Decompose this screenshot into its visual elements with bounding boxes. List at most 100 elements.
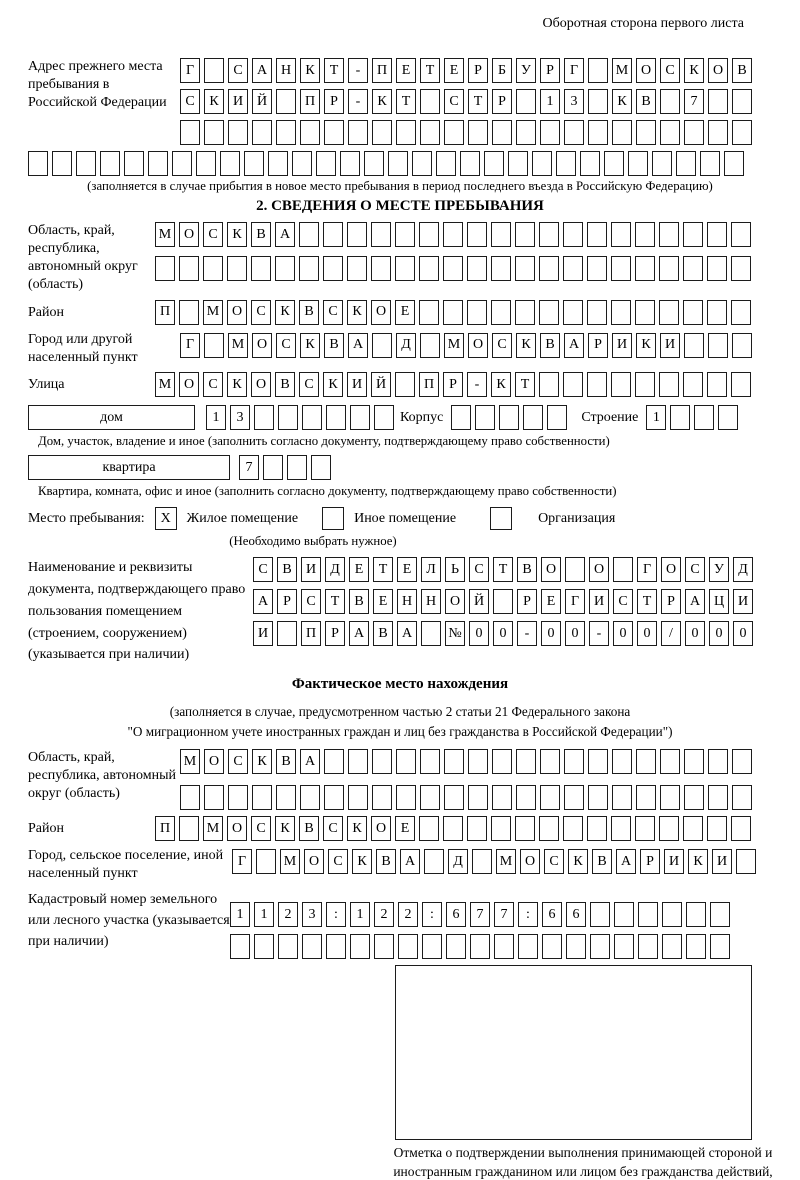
char-cell[interactable]: О bbox=[179, 372, 199, 398]
char-cell[interactable]: Д bbox=[325, 557, 345, 583]
char-cell[interactable] bbox=[492, 749, 512, 775]
char-cell[interactable]: Р bbox=[277, 589, 297, 615]
char-cell[interactable] bbox=[515, 299, 535, 325]
char-cell[interactable]: - bbox=[348, 89, 368, 114]
char-cell[interactable]: 0 bbox=[709, 621, 729, 647]
char-cell[interactable] bbox=[659, 816, 679, 842]
char-cell[interactable]: О bbox=[589, 557, 609, 583]
char-cell[interactable]: П bbox=[419, 372, 439, 398]
char-cell[interactable] bbox=[311, 455, 331, 481]
char-cell[interactable] bbox=[287, 455, 307, 481]
char-cell[interactable] bbox=[652, 151, 672, 176]
char-cell[interactable] bbox=[611, 372, 631, 398]
char-cell[interactable] bbox=[515, 222, 535, 247]
char-cell[interactable]: Е bbox=[395, 299, 415, 325]
char-cell[interactable] bbox=[252, 120, 272, 145]
char-cell[interactable]: - bbox=[348, 58, 368, 83]
char-cell[interactable]: 6 bbox=[446, 902, 466, 928]
char-cell[interactable]: К bbox=[352, 849, 372, 875]
char-cell[interactable]: О bbox=[636, 58, 656, 83]
char-cell[interactable] bbox=[563, 816, 583, 842]
char-cell[interactable]: С bbox=[180, 89, 200, 114]
char-cell[interactable] bbox=[587, 222, 607, 247]
char-cell[interactable] bbox=[670, 405, 691, 431]
char-cell[interactable] bbox=[710, 934, 730, 960]
char-cell[interactable] bbox=[467, 256, 487, 281]
char-cell[interactable] bbox=[635, 299, 655, 325]
char-cell[interactable] bbox=[614, 902, 634, 928]
char-cell[interactable]: 6 bbox=[566, 902, 586, 928]
char-cell[interactable] bbox=[323, 222, 343, 247]
char-cell[interactable] bbox=[499, 405, 520, 431]
char-cell[interactable]: 2 bbox=[374, 902, 394, 928]
char-cell[interactable] bbox=[254, 934, 274, 960]
char-cell[interactable] bbox=[491, 816, 511, 842]
char-cell[interactable]: 3 bbox=[564, 89, 584, 114]
char-cell[interactable] bbox=[731, 222, 751, 247]
char-cell[interactable] bbox=[684, 120, 704, 145]
char-cell[interactable] bbox=[683, 299, 703, 325]
char-cell[interactable]: : bbox=[518, 902, 538, 928]
char-cell[interactable]: В bbox=[349, 589, 369, 615]
char-cell[interactable]: Д bbox=[733, 557, 753, 583]
char-cell[interactable]: И bbox=[347, 372, 367, 398]
char-cell[interactable]: 0 bbox=[493, 621, 513, 647]
char-cell[interactable]: С bbox=[444, 89, 464, 114]
char-cell[interactable] bbox=[396, 749, 416, 775]
char-cell[interactable] bbox=[203, 256, 223, 281]
char-cell[interactable] bbox=[467, 816, 487, 842]
char-cell[interactable] bbox=[563, 299, 583, 325]
char-cell[interactable] bbox=[718, 405, 739, 431]
char-cell[interactable]: Р bbox=[661, 589, 681, 615]
char-cell[interactable]: Р bbox=[492, 89, 512, 114]
char-cell[interactable] bbox=[708, 89, 728, 114]
char-cell[interactable]: К bbox=[347, 816, 367, 842]
char-cell[interactable]: Т bbox=[468, 89, 488, 114]
char-cell[interactable] bbox=[204, 58, 224, 83]
char-cell[interactable]: Е bbox=[444, 58, 464, 83]
char-cell[interactable] bbox=[302, 405, 322, 431]
char-cell[interactable] bbox=[684, 332, 704, 358]
char-cell[interactable] bbox=[388, 151, 408, 176]
char-cell[interactable] bbox=[155, 256, 175, 281]
char-cell[interactable]: И bbox=[589, 589, 609, 615]
char-cell[interactable]: И bbox=[733, 589, 753, 615]
char-cell[interactable] bbox=[580, 151, 600, 176]
char-cell[interactable]: В bbox=[517, 557, 537, 583]
char-cell[interactable]: И bbox=[253, 621, 273, 647]
char-cell[interactable]: 2 bbox=[398, 902, 418, 928]
char-cell[interactable] bbox=[539, 816, 559, 842]
char-cell[interactable]: Р bbox=[540, 58, 560, 83]
char-cell[interactable] bbox=[76, 151, 96, 176]
char-cell[interactable] bbox=[731, 816, 751, 842]
char-cell[interactable] bbox=[347, 256, 367, 281]
char-cell[interactable] bbox=[472, 849, 492, 875]
char-cell[interactable]: О bbox=[541, 557, 561, 583]
char-cell[interactable]: 3 bbox=[302, 902, 322, 928]
char-cell[interactable]: Е bbox=[349, 557, 369, 583]
char-cell[interactable] bbox=[542, 934, 562, 960]
char-cell[interactable]: С bbox=[328, 849, 348, 875]
char-cell[interactable] bbox=[540, 785, 560, 811]
char-cell[interactable]: 1 bbox=[540, 89, 560, 114]
char-cell[interactable] bbox=[587, 816, 607, 842]
char-cell[interactable] bbox=[460, 151, 480, 176]
char-cell[interactable] bbox=[446, 934, 466, 960]
char-cell[interactable] bbox=[28, 151, 48, 176]
char-cell[interactable] bbox=[612, 749, 632, 775]
char-cell[interactable]: О bbox=[227, 816, 247, 842]
char-cell[interactable]: П bbox=[301, 621, 321, 647]
char-cell[interactable]: Т bbox=[396, 89, 416, 114]
char-cell[interactable]: Н bbox=[397, 589, 417, 615]
char-cell[interactable] bbox=[254, 405, 274, 431]
char-cell[interactable] bbox=[348, 785, 368, 811]
char-cell[interactable]: Е bbox=[373, 589, 393, 615]
char-cell[interactable]: Й bbox=[252, 89, 272, 114]
char-cell[interactable]: Р bbox=[324, 89, 344, 114]
char-cell[interactable]: 6 bbox=[542, 902, 562, 928]
char-cell[interactable]: В bbox=[636, 89, 656, 114]
char-cell[interactable]: С bbox=[228, 749, 248, 775]
char-cell[interactable] bbox=[444, 785, 464, 811]
char-cell[interactable] bbox=[350, 405, 370, 431]
char-cell[interactable] bbox=[707, 816, 727, 842]
